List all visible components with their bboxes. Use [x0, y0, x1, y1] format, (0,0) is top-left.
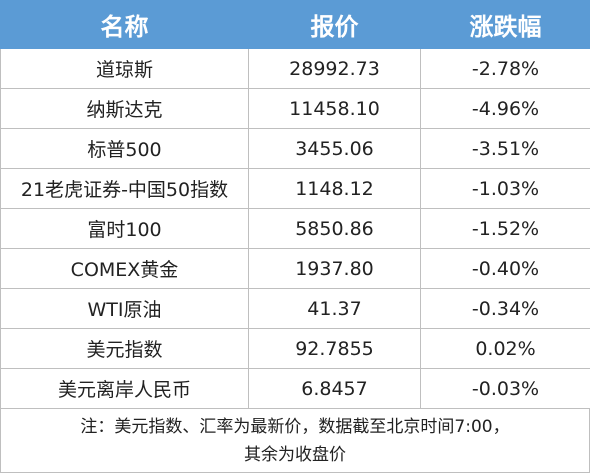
table-cell: -3.51%	[420, 128, 590, 169]
table-cell: -0.03%	[420, 368, 590, 409]
table-cell: 11458.10	[248, 88, 421, 129]
table-cell: 1148.12	[248, 168, 421, 209]
table-cell: -1.52%	[420, 208, 590, 249]
footnote: 注：美元指数、汇率为最新价，数据截至北京时间7:00， 其余为收盘价	[0, 409, 590, 473]
table-cell: -2.78%	[420, 48, 590, 89]
header-cell: 涨跌幅	[420, 0, 590, 49]
table-cell: 5850.86	[248, 208, 421, 249]
table-row: 美元指数 92.7855 0.02%	[0, 328, 590, 369]
table-cell: 28992.73	[248, 48, 421, 89]
table-cell: -0.34%	[420, 288, 590, 329]
table-row: 纳斯达克 11458.10 -4.96%	[0, 88, 590, 129]
table-cell: WTI原油	[0, 288, 249, 329]
table-cell: COMEX黄金	[0, 248, 249, 289]
footnote-line: 注：美元指数、汇率为最新价，数据截至北京时间7:00，	[80, 417, 510, 437]
footnote-line: 其余为收盘价	[244, 445, 346, 465]
table-row: COMEX黄金 1937.80 -0.40%	[0, 248, 590, 289]
table-cell: 41.37	[248, 288, 421, 329]
table-cell: 0.02%	[420, 328, 590, 369]
table-cell: 美元离岸人民币	[0, 368, 249, 409]
table-row: 美元离岸人民币 6.8457 -0.03%	[0, 368, 590, 409]
table-row: 标普500 3455.06 -3.51%	[0, 128, 590, 169]
table-body: 道琼斯 28992.73 -2.78% 纳斯达克 11458.10 -4.96% 标普500…	[0, 48, 590, 409]
data-table: 名称 报价 涨跌幅 道琼斯 28992.73 -2.78% 纳斯达克 11458.10 -4.…	[0, 0, 590, 409]
table-row: 富时100 5850.86 -1.52%	[0, 208, 590, 249]
table-cell: -4.96%	[420, 88, 590, 129]
table-cell: 1937.80	[248, 248, 421, 289]
table-cell: 21老虎证券-中国50指数	[0, 168, 249, 209]
table-cell: 标普500	[0, 128, 249, 169]
table-cell: 6.8457	[248, 368, 421, 409]
table-cell: 富时100	[0, 208, 249, 249]
table-cell: 3455.06	[248, 128, 421, 169]
header-cell: 报价	[248, 0, 421, 49]
header-cell: 名称	[0, 0, 249, 49]
table-cell: -1.03%	[420, 168, 590, 209]
table-cell: 92.7855	[248, 328, 421, 369]
table-cell: 美元指数	[0, 328, 249, 369]
header-row: 名称 报价 涨跌幅	[0, 0, 590, 49]
table-row: WTI原油 41.37 -0.34%	[0, 288, 590, 329]
table-cell: 纳斯达克	[0, 88, 249, 129]
table-cell: 道琼斯	[0, 48, 249, 89]
table-cell: -0.40%	[420, 248, 590, 289]
table-row: 道琼斯 28992.73 -2.78%	[0, 48, 590, 89]
table-row: 21老虎证券-中国50指数 1148.12 -1.03%	[0, 168, 590, 209]
